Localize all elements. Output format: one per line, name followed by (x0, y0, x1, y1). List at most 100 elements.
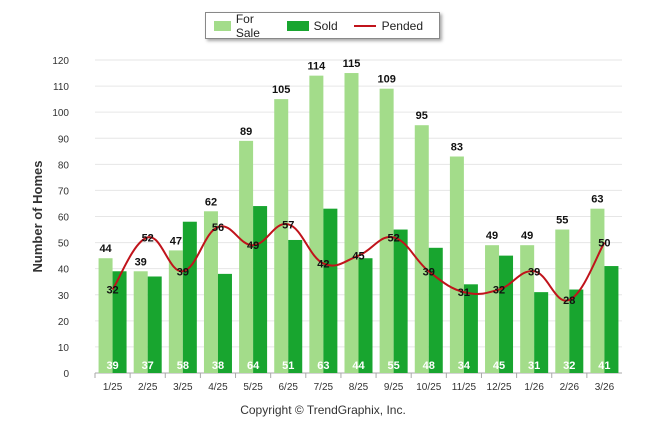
label-for-sale: 55 (556, 215, 568, 227)
label-for-sale: 63 (591, 194, 603, 206)
bar-for-sale (414, 125, 429, 373)
x-tick-label: 1/26 (524, 382, 544, 393)
bar-sold (393, 229, 408, 373)
label-sold: 51 (282, 360, 294, 372)
line-pended (111, 223, 606, 302)
legend: For Sale Sold Pended (205, 12, 440, 40)
label-pended: 45 (352, 251, 364, 263)
label-pended: 28 (563, 295, 575, 307)
label-pended: 57 (282, 219, 294, 231)
x-tick-label: 9/25 (384, 382, 404, 393)
bar-for-sale (485, 245, 500, 373)
label-for-sale: 47 (170, 235, 182, 247)
legend-sold-swatch (286, 20, 309, 31)
y-tick-label: 60 (58, 213, 70, 224)
label-for-sale: 44 (99, 243, 112, 255)
legend-for-sale-label: For Sale (235, 11, 260, 40)
label-pended: 32 (106, 285, 118, 297)
bar-for-sale (168, 250, 183, 373)
label-pended: 50 (598, 238, 610, 250)
bar-for-sale (133, 271, 148, 373)
x-tick-label: 7/25 (314, 382, 334, 393)
bar-for-sale (449, 156, 464, 373)
label-for-sale: 49 (521, 230, 533, 242)
label-pended: 39 (177, 266, 189, 278)
y-tick-label: 90 (58, 134, 70, 145)
legend-sold[interactable]: Sold (286, 18, 338, 33)
label-for-sale: 49 (486, 230, 498, 242)
bar-sold (463, 284, 478, 373)
copyright: Copyright © TrendGraphix, Inc. (240, 403, 406, 417)
x-tick-label: 8/25 (349, 382, 369, 393)
label-sold: 38 (212, 360, 224, 372)
y-tick-label: 10 (58, 343, 70, 354)
x-tick-label: 3/25 (173, 382, 193, 393)
legend-pended-label: Pended (381, 18, 423, 33)
legend-for-sale[interactable]: For Sale (214, 12, 271, 40)
label-for-sale: 115 (343, 58, 361, 70)
bar-for-sale (98, 258, 113, 373)
bar-sold (323, 208, 338, 373)
label-pended: 49 (247, 240, 259, 252)
label-pended: 32 (493, 285, 505, 297)
label-sold: 64 (247, 360, 260, 372)
legend-pended[interactable]: Pended (353, 18, 423, 33)
label-for-sale: 95 (416, 110, 428, 122)
label-for-sale: 114 (307, 61, 326, 73)
label-for-sale: 39 (135, 256, 147, 268)
x-tick-label: 12/25 (487, 382, 512, 393)
legend-for-sale-swatch (214, 20, 231, 31)
y-tick-label: 70 (58, 186, 70, 197)
bar-sold (112, 271, 127, 373)
label-sold: 32 (563, 360, 575, 372)
bar-for-sale (203, 211, 218, 373)
bar-sold (499, 255, 514, 373)
x-tick-label: 11/25 (452, 382, 477, 393)
label-pended: 42 (317, 258, 329, 270)
label-for-sale: 89 (240, 126, 252, 138)
bar-sold (147, 276, 162, 373)
legend-sold-label: Sold (313, 18, 338, 33)
bar-sold (182, 221, 197, 373)
x-tick-label: 1/25 (103, 382, 123, 393)
y-tick-label: 0 (63, 369, 69, 380)
label-sold: 37 (142, 360, 154, 372)
bar-sold (358, 258, 373, 373)
x-tick-label: 3/26 (595, 382, 615, 393)
bar-sold (253, 206, 268, 373)
label-sold: 48 (423, 360, 435, 372)
label-pended: 31 (458, 287, 470, 299)
x-tick-label: 10/25 (416, 382, 441, 393)
bar-sold (569, 289, 584, 373)
bar-for-sale (590, 208, 605, 373)
label-sold: 45 (493, 360, 505, 372)
bar-for-sale (520, 245, 535, 373)
label-sold: 63 (317, 360, 329, 372)
bar-for-sale (274, 99, 289, 373)
bar-sold (217, 273, 232, 373)
label-pended: 52 (388, 232, 400, 244)
x-tick-label: 6/25 (278, 382, 298, 393)
label-sold: 39 (106, 360, 118, 372)
bar-sold (288, 239, 303, 373)
label-for-sale: 83 (451, 142, 463, 154)
y-tick-label: 40 (58, 265, 70, 276)
bar-sold (534, 292, 549, 373)
y-tick-label: 100 (52, 108, 69, 119)
label-for-sale: 109 (377, 74, 395, 86)
bar-for-sale (379, 88, 394, 374)
label-sold: 31 (528, 360, 540, 372)
y-tick-label: 110 (53, 82, 69, 93)
label-sold: 34 (458, 360, 471, 372)
y-axis-title: Number of Homes (30, 161, 45, 273)
label-sold: 58 (177, 360, 189, 372)
legend-pended-swatch (353, 24, 376, 27)
x-tick-label: 2/26 (560, 382, 580, 393)
y-tick-label: 50 (58, 239, 70, 250)
label-pended: 52 (142, 232, 154, 244)
bar-for-sale (344, 73, 359, 374)
bar-sold (604, 266, 619, 373)
label-pended: 39 (528, 266, 540, 278)
bar-for-sale (555, 229, 570, 373)
